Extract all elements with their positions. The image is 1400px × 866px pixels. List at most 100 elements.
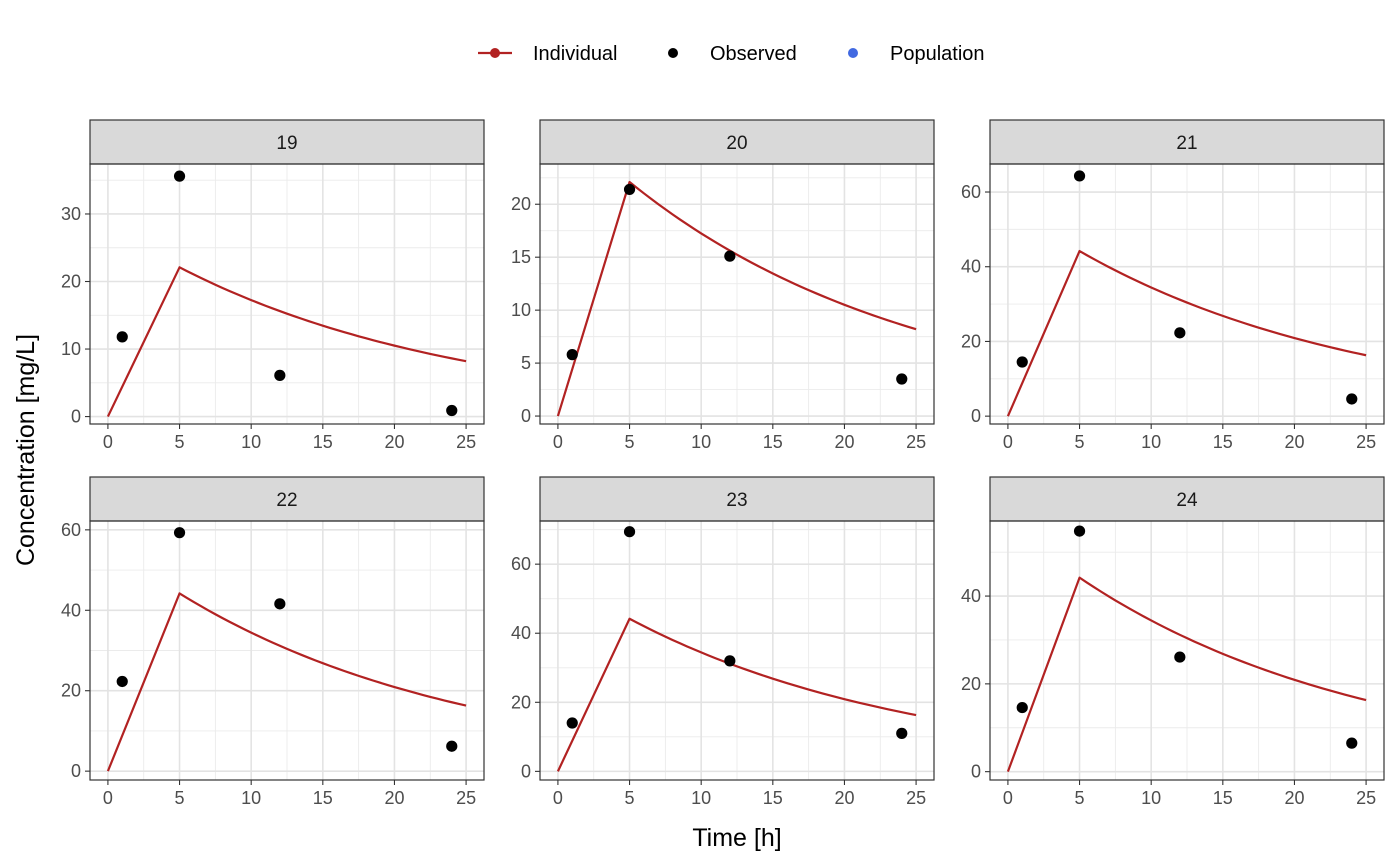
y-tick-label: 0 xyxy=(521,406,531,426)
x-tick-label: 25 xyxy=(1356,432,1376,452)
x-tick-label: 10 xyxy=(241,788,261,808)
y-tick-label: 40 xyxy=(511,623,531,643)
x-tick-label: 15 xyxy=(1213,432,1233,452)
observed-point xyxy=(623,183,636,196)
observed-point xyxy=(724,250,736,262)
observed-point xyxy=(896,373,908,385)
observed-point xyxy=(1346,393,1358,405)
x-tick-label: 0 xyxy=(103,432,113,452)
facet-strip-label: 22 xyxy=(276,490,297,511)
y-tick-label: 5 xyxy=(521,353,531,373)
observed-point xyxy=(1174,327,1186,339)
y-tick-label: 0 xyxy=(71,761,81,781)
individual-prediction-line xyxy=(1006,576,1367,773)
x-tick-label: 25 xyxy=(456,432,476,452)
y-tick-label: 20 xyxy=(961,331,981,351)
x-tick-label: 0 xyxy=(1003,788,1013,808)
y-tick-label: 30 xyxy=(61,204,81,224)
legend-key-point xyxy=(848,48,858,58)
y-tick-label: 60 xyxy=(511,554,531,574)
facet-strip-label: 21 xyxy=(1176,133,1197,154)
observed-point xyxy=(116,675,128,688)
y-tick-label: 0 xyxy=(971,762,981,782)
individual-prediction-line xyxy=(556,617,917,772)
individual-prediction-line xyxy=(106,592,467,772)
x-tick-label: 15 xyxy=(763,432,783,452)
panel-border xyxy=(539,520,935,781)
x-tick-label: 10 xyxy=(1141,432,1161,452)
x-tick-label: 5 xyxy=(625,432,635,452)
y-tick-label: 0 xyxy=(71,407,81,427)
panel-border xyxy=(89,163,485,425)
panel-border xyxy=(989,163,1385,425)
facet-strip xyxy=(539,119,935,165)
x-tick-label: 20 xyxy=(834,788,854,808)
facet-strip-label: 19 xyxy=(276,133,297,154)
y-tick-label: 20 xyxy=(61,681,81,701)
x-tick-label: 0 xyxy=(1003,432,1013,452)
y-axis-title: Concentration [mg/L] xyxy=(12,334,40,566)
facet-strip xyxy=(989,476,1385,522)
x-tick-label: 15 xyxy=(313,432,333,452)
y-tick-label: 0 xyxy=(971,406,981,426)
observed-point xyxy=(623,526,636,538)
legend-item-1: Observed xyxy=(668,43,797,65)
panel-23: 23 0 5 10 15 20 25 0 20 40 60 xyxy=(511,476,935,808)
y-tick-label: 40 xyxy=(961,257,981,277)
panel-border xyxy=(989,520,1385,781)
x-tick-label: 5 xyxy=(175,432,185,452)
x-tick-label: 20 xyxy=(1284,788,1304,808)
y-tick-label: 15 xyxy=(511,247,531,267)
y-tick-label: 40 xyxy=(61,600,81,620)
observed-point xyxy=(446,404,458,417)
x-tick-label: 10 xyxy=(241,432,261,452)
y-tick-label: 60 xyxy=(61,520,81,540)
observed-point xyxy=(1016,701,1028,714)
observed-point xyxy=(724,655,736,667)
observed-point xyxy=(173,170,186,182)
y-tick-label: 10 xyxy=(61,339,81,359)
facet-strip-label: 23 xyxy=(726,490,747,511)
facet-strip xyxy=(89,476,485,522)
legend-key-point xyxy=(668,48,678,58)
panels: 19 0 5 10 15 20 25 0 10 20 30 20 0 5 10 15 20 25 0 5 10 15 20 2… xyxy=(61,119,1385,808)
legend-item-0: Individual xyxy=(478,43,618,65)
x-tick-label: 25 xyxy=(906,788,926,808)
panel-22: 22 0 5 10 15 20 25 0 20 40 60 xyxy=(61,476,485,808)
x-tick-label: 20 xyxy=(1284,432,1304,452)
legend-key-point xyxy=(490,48,500,58)
observed-point xyxy=(566,717,578,729)
x-tick-label: 0 xyxy=(553,432,563,452)
x-tick-label: 5 xyxy=(625,788,635,808)
panel-20: 20 0 5 10 15 20 25 0 5 10 15 20 xyxy=(511,119,935,452)
facet-strip xyxy=(989,119,1385,165)
x-tick-label: 5 xyxy=(1075,788,1085,808)
x-tick-label: 5 xyxy=(1075,432,1085,452)
y-tick-label: 10 xyxy=(511,300,531,320)
panel-border xyxy=(539,163,935,425)
y-tick-label: 0 xyxy=(521,761,531,781)
facet-strip-label: 24 xyxy=(1176,490,1198,511)
x-tick-label: 10 xyxy=(1141,788,1161,808)
x-tick-label: 15 xyxy=(1213,788,1233,808)
y-tick-label: 20 xyxy=(511,194,531,214)
x-tick-label: 10 xyxy=(691,432,711,452)
x-tick-label: 0 xyxy=(553,788,563,808)
x-tick-label: 25 xyxy=(906,432,926,452)
y-tick-label: 40 xyxy=(961,586,981,606)
observed-point xyxy=(1073,170,1086,182)
y-tick-label: 20 xyxy=(61,272,81,292)
panel-border xyxy=(89,520,485,781)
individual-prediction-line xyxy=(1006,249,1367,417)
legend-label-1: Observed xyxy=(710,43,797,65)
observed-point xyxy=(116,331,128,343)
observed-point xyxy=(1346,737,1358,749)
facet-strip-label: 20 xyxy=(726,133,747,154)
observed-point xyxy=(896,727,908,739)
observed-point xyxy=(1016,356,1028,368)
x-tick-label: 5 xyxy=(175,788,185,808)
panel-24: 24 0 5 10 15 20 25 0 20 40 xyxy=(961,476,1385,808)
facet-strip xyxy=(539,476,935,522)
legend: Individual Observed Population xyxy=(478,43,985,65)
